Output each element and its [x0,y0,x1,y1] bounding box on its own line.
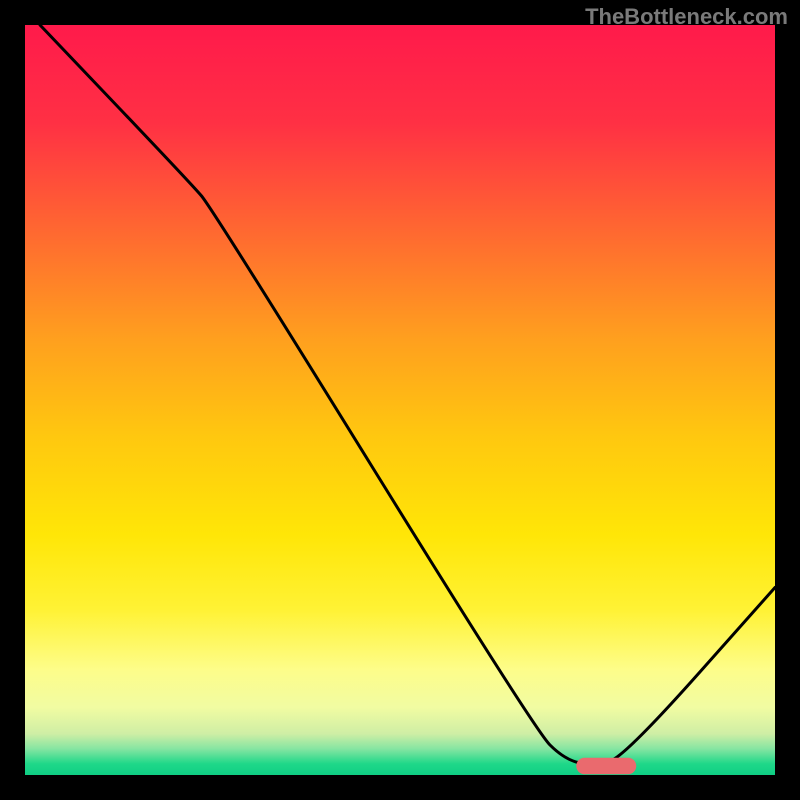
gradient-rect [25,25,775,775]
watermark-text: TheBottleneck.com [585,4,788,30]
plot-area [25,25,775,775]
optimum-marker [576,758,636,775]
figure-root: TheBottleneck.com [0,0,800,800]
chart-svg [25,25,775,775]
